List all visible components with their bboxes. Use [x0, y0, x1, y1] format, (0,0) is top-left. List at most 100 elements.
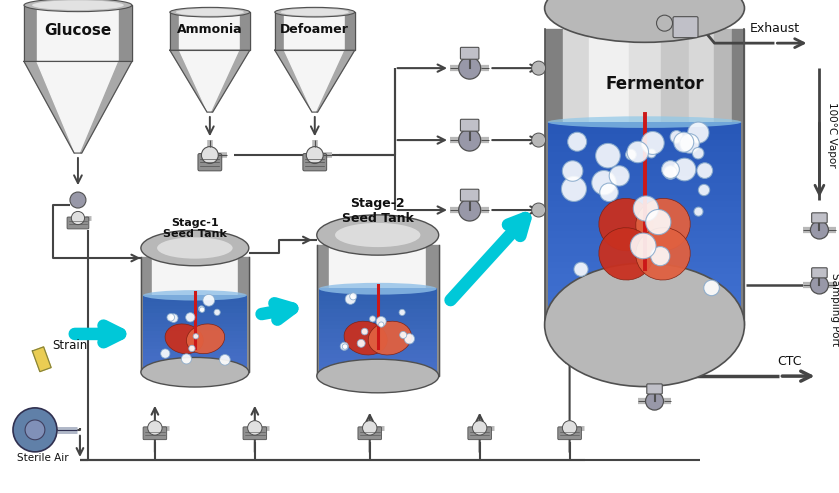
FancyBboxPatch shape [358, 427, 382, 440]
Circle shape [662, 161, 680, 178]
Ellipse shape [636, 198, 690, 251]
FancyBboxPatch shape [548, 231, 742, 239]
FancyBboxPatch shape [548, 176, 742, 183]
FancyBboxPatch shape [319, 350, 436, 355]
FancyBboxPatch shape [548, 182, 742, 190]
FancyBboxPatch shape [143, 302, 247, 307]
Polygon shape [152, 257, 238, 372]
FancyBboxPatch shape [143, 356, 247, 361]
Ellipse shape [157, 237, 232, 259]
FancyBboxPatch shape [243, 427, 267, 440]
Ellipse shape [368, 321, 411, 355]
FancyBboxPatch shape [548, 152, 742, 159]
Polygon shape [211, 50, 250, 112]
Polygon shape [589, 29, 628, 325]
Polygon shape [563, 29, 589, 325]
FancyBboxPatch shape [143, 338, 247, 343]
Polygon shape [275, 50, 313, 112]
Circle shape [657, 15, 673, 31]
Polygon shape [24, 5, 37, 61]
FancyBboxPatch shape [319, 342, 436, 347]
Circle shape [189, 345, 195, 352]
Circle shape [220, 354, 230, 365]
FancyBboxPatch shape [548, 189, 742, 196]
FancyBboxPatch shape [319, 288, 436, 293]
Polygon shape [33, 347, 51, 372]
Circle shape [203, 294, 215, 306]
Circle shape [674, 132, 694, 152]
Ellipse shape [141, 357, 249, 387]
Polygon shape [317, 50, 355, 112]
FancyBboxPatch shape [548, 171, 742, 177]
FancyBboxPatch shape [319, 333, 436, 339]
Polygon shape [284, 12, 345, 50]
FancyBboxPatch shape [143, 346, 247, 350]
FancyBboxPatch shape [548, 292, 742, 300]
Circle shape [185, 313, 195, 322]
Circle shape [633, 196, 659, 221]
Polygon shape [660, 29, 689, 325]
Ellipse shape [545, 263, 744, 387]
Text: Sampling Port: Sampling Port [831, 274, 839, 347]
FancyBboxPatch shape [548, 280, 742, 287]
FancyBboxPatch shape [143, 427, 167, 440]
FancyBboxPatch shape [673, 17, 698, 37]
FancyBboxPatch shape [143, 349, 247, 354]
FancyBboxPatch shape [548, 146, 742, 153]
FancyBboxPatch shape [548, 268, 742, 275]
FancyBboxPatch shape [319, 305, 436, 310]
Circle shape [591, 171, 616, 195]
Text: Defoamer: Defoamer [280, 23, 349, 36]
Text: Ammonia: Ammonia [177, 23, 242, 36]
Text: Fermentor: Fermentor [605, 75, 704, 93]
Text: Exhaust: Exhaust [749, 22, 800, 35]
FancyBboxPatch shape [548, 122, 742, 129]
FancyBboxPatch shape [548, 238, 742, 245]
Polygon shape [81, 61, 132, 153]
Circle shape [459, 199, 481, 221]
Ellipse shape [141, 230, 249, 266]
Circle shape [350, 293, 357, 300]
Text: Stagc-1
Seed Tank: Stagc-1 Seed Tank [163, 217, 227, 239]
Circle shape [342, 344, 347, 350]
Circle shape [181, 354, 191, 364]
Text: Sterile Air: Sterile Air [17, 453, 69, 463]
Circle shape [357, 339, 365, 347]
Circle shape [646, 210, 671, 235]
Circle shape [167, 314, 175, 321]
Circle shape [680, 134, 699, 153]
FancyBboxPatch shape [198, 153, 221, 171]
FancyBboxPatch shape [319, 292, 436, 297]
FancyBboxPatch shape [548, 262, 742, 269]
Circle shape [647, 149, 656, 158]
FancyBboxPatch shape [303, 153, 326, 171]
FancyBboxPatch shape [319, 321, 436, 326]
Ellipse shape [636, 228, 690, 280]
FancyBboxPatch shape [548, 286, 742, 293]
Circle shape [651, 246, 670, 266]
Circle shape [688, 122, 709, 143]
Circle shape [399, 309, 405, 316]
Ellipse shape [176, 8, 244, 16]
FancyBboxPatch shape [548, 207, 742, 214]
Circle shape [562, 161, 583, 181]
FancyBboxPatch shape [319, 329, 436, 334]
Polygon shape [545, 29, 563, 325]
Ellipse shape [599, 198, 654, 251]
Circle shape [698, 184, 710, 196]
Circle shape [13, 408, 57, 452]
FancyBboxPatch shape [143, 298, 247, 303]
Circle shape [198, 306, 205, 312]
Circle shape [248, 421, 262, 435]
Ellipse shape [275, 7, 355, 17]
Circle shape [161, 349, 169, 358]
Polygon shape [426, 245, 439, 376]
Polygon shape [24, 61, 76, 153]
FancyBboxPatch shape [143, 327, 247, 332]
Circle shape [472, 421, 487, 435]
Polygon shape [180, 12, 240, 50]
Ellipse shape [169, 7, 250, 17]
Circle shape [626, 149, 636, 160]
Circle shape [345, 294, 356, 304]
Polygon shape [732, 29, 744, 325]
